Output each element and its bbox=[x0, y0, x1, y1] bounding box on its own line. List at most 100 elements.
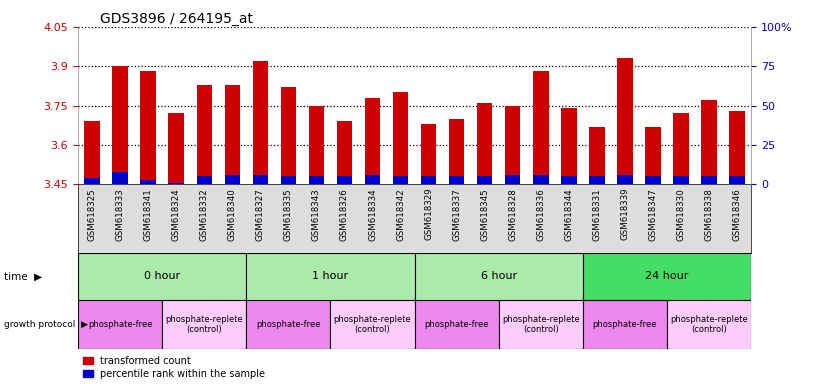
Text: GSM618336: GSM618336 bbox=[536, 188, 545, 240]
Bar bbox=[253, 61, 268, 184]
Text: GSM618338: GSM618338 bbox=[704, 188, 713, 240]
Bar bbox=[309, 106, 324, 184]
Text: GSM618327: GSM618327 bbox=[256, 188, 265, 240]
Text: growth protocol  ▶: growth protocol ▶ bbox=[4, 320, 88, 329]
Bar bbox=[415, 300, 499, 349]
Bar bbox=[330, 300, 415, 349]
Bar bbox=[112, 172, 128, 184]
Bar bbox=[533, 71, 548, 184]
Text: phosphate-free: phosphate-free bbox=[88, 320, 153, 329]
Bar bbox=[281, 87, 296, 184]
Bar bbox=[505, 175, 521, 184]
Text: GSM618324: GSM618324 bbox=[172, 188, 181, 240]
Text: GSM618335: GSM618335 bbox=[284, 188, 293, 240]
Text: GSM618346: GSM618346 bbox=[732, 188, 741, 240]
Bar bbox=[477, 177, 493, 184]
Bar bbox=[163, 300, 246, 349]
Text: GSM618330: GSM618330 bbox=[677, 188, 686, 240]
Bar bbox=[168, 114, 184, 184]
Text: phosphate-free: phosphate-free bbox=[424, 320, 489, 329]
Bar bbox=[246, 253, 415, 300]
Text: phosphate-free: phosphate-free bbox=[256, 320, 321, 329]
Bar bbox=[673, 177, 689, 184]
Bar bbox=[393, 93, 408, 184]
Text: GDS3896 / 264195_at: GDS3896 / 264195_at bbox=[100, 12, 253, 25]
Bar bbox=[309, 177, 324, 184]
Bar bbox=[225, 84, 240, 184]
Text: phosphate-replete
(control): phosphate-replete (control) bbox=[502, 315, 580, 334]
Bar bbox=[281, 177, 296, 184]
Text: phosphate-replete
(control): phosphate-replete (control) bbox=[165, 315, 243, 334]
Text: 0 hour: 0 hour bbox=[144, 271, 181, 281]
Bar bbox=[415, 253, 583, 300]
Bar bbox=[701, 100, 717, 184]
Bar bbox=[583, 300, 667, 349]
Bar bbox=[499, 300, 583, 349]
Bar bbox=[337, 121, 352, 184]
Text: GSM618329: GSM618329 bbox=[424, 188, 433, 240]
Bar bbox=[617, 58, 633, 184]
Text: GSM618337: GSM618337 bbox=[452, 188, 461, 240]
Legend: transformed count, percentile rank within the sample: transformed count, percentile rank withi… bbox=[83, 356, 265, 379]
Bar bbox=[667, 300, 751, 349]
Bar bbox=[645, 127, 661, 184]
Bar bbox=[253, 175, 268, 184]
Bar bbox=[196, 177, 212, 184]
Text: GSM618326: GSM618326 bbox=[340, 188, 349, 240]
Bar bbox=[168, 183, 184, 184]
Text: time  ▶: time ▶ bbox=[4, 271, 42, 281]
Bar bbox=[645, 177, 661, 184]
Bar bbox=[337, 177, 352, 184]
Text: GSM618344: GSM618344 bbox=[564, 188, 573, 240]
Text: GSM618343: GSM618343 bbox=[312, 188, 321, 240]
Bar bbox=[617, 175, 633, 184]
Bar bbox=[365, 98, 380, 184]
Text: GSM618325: GSM618325 bbox=[88, 188, 97, 240]
Bar bbox=[421, 124, 436, 184]
Text: GSM618339: GSM618339 bbox=[621, 188, 630, 240]
Bar bbox=[701, 177, 717, 184]
Text: GSM618332: GSM618332 bbox=[200, 188, 209, 240]
Text: phosphate-free: phosphate-free bbox=[593, 320, 658, 329]
Bar bbox=[78, 300, 163, 349]
Bar bbox=[365, 175, 380, 184]
Text: GSM618333: GSM618333 bbox=[116, 188, 125, 240]
Text: GSM618328: GSM618328 bbox=[508, 188, 517, 240]
Bar bbox=[533, 175, 548, 184]
Bar bbox=[449, 119, 465, 184]
Text: GSM618345: GSM618345 bbox=[480, 188, 489, 240]
Bar bbox=[589, 177, 604, 184]
Text: phosphate-replete
(control): phosphate-replete (control) bbox=[670, 315, 748, 334]
Bar bbox=[85, 121, 99, 184]
Bar bbox=[562, 177, 576, 184]
Bar bbox=[730, 111, 745, 184]
Bar bbox=[225, 175, 240, 184]
Bar bbox=[505, 106, 521, 184]
Bar bbox=[562, 108, 576, 184]
Bar bbox=[85, 178, 99, 184]
Bar bbox=[196, 84, 212, 184]
Text: GSM618340: GSM618340 bbox=[227, 188, 236, 240]
Bar bbox=[246, 300, 331, 349]
Bar bbox=[112, 66, 128, 184]
Bar bbox=[393, 177, 408, 184]
Bar bbox=[140, 71, 156, 184]
Bar bbox=[78, 253, 246, 300]
Text: GSM618331: GSM618331 bbox=[593, 188, 602, 240]
Text: GSM618334: GSM618334 bbox=[368, 188, 377, 240]
Bar bbox=[730, 177, 745, 184]
Text: GSM618341: GSM618341 bbox=[144, 188, 153, 240]
Bar bbox=[589, 127, 604, 184]
Text: 6 hour: 6 hour bbox=[480, 271, 517, 281]
Bar bbox=[477, 103, 493, 184]
Text: 1 hour: 1 hour bbox=[312, 271, 349, 281]
Bar bbox=[449, 177, 465, 184]
Text: GSM618347: GSM618347 bbox=[649, 188, 658, 240]
Bar bbox=[140, 180, 156, 184]
Bar bbox=[583, 253, 751, 300]
Bar bbox=[421, 177, 436, 184]
Text: 24 hour: 24 hour bbox=[645, 271, 689, 281]
Text: GSM618342: GSM618342 bbox=[396, 188, 405, 240]
Bar bbox=[673, 114, 689, 184]
Text: phosphate-replete
(control): phosphate-replete (control) bbox=[333, 315, 411, 334]
